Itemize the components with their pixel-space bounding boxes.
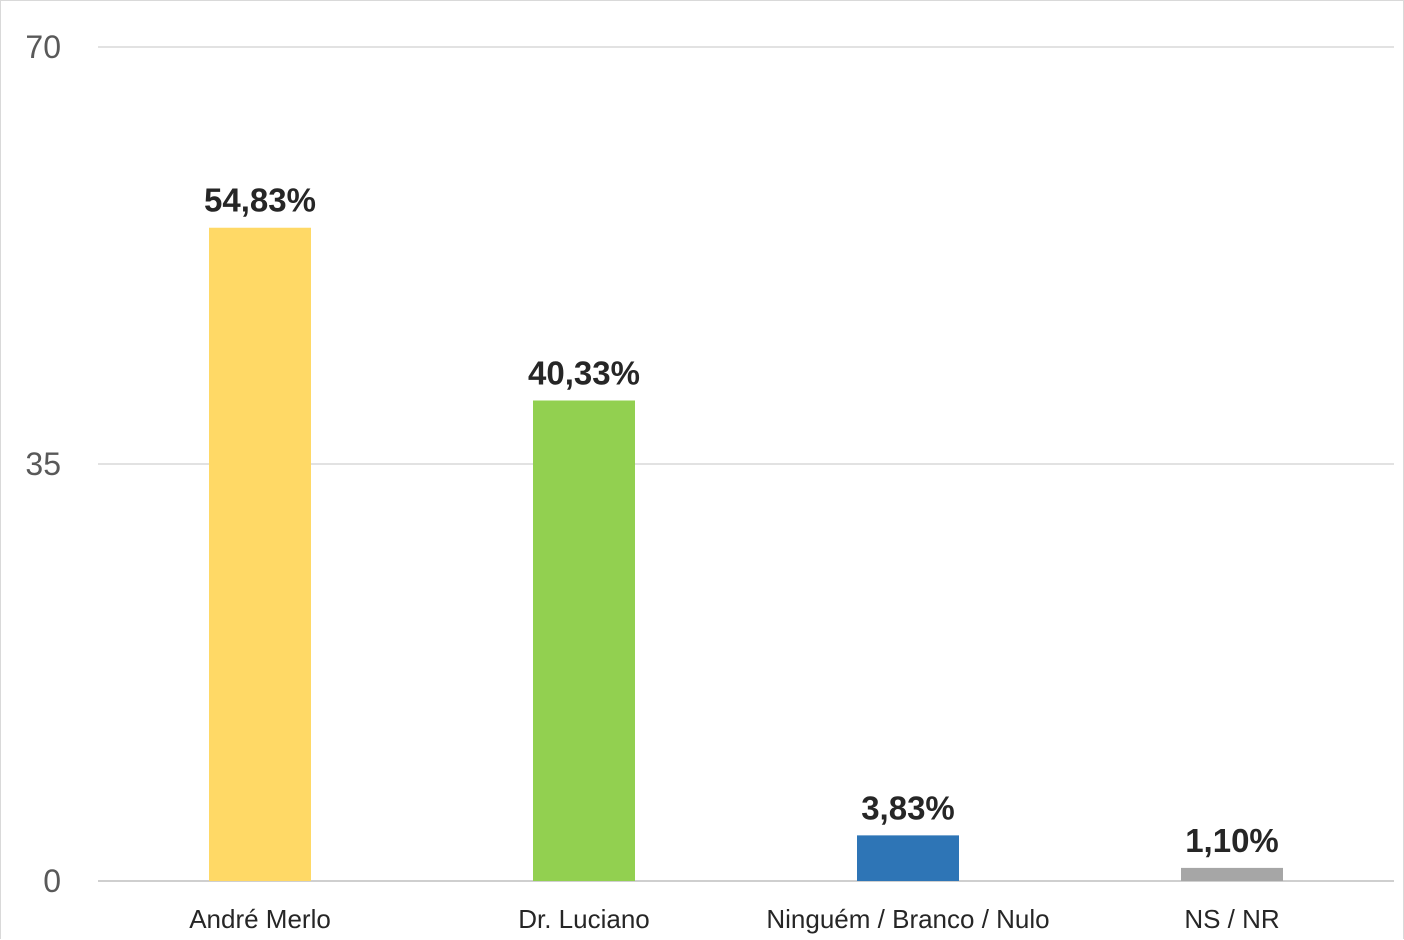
- y-tick-label: 35: [25, 446, 61, 482]
- category-label: André Merlo: [189, 904, 331, 934]
- bar: [857, 835, 959, 881]
- bars: [209, 227, 1283, 881]
- category-label: Ninguém / Branco / Nulo: [766, 904, 1049, 934]
- gridlines: [98, 46, 1394, 882]
- data-label: 3,83%: [861, 789, 955, 826]
- y-tick-label: 70: [25, 29, 61, 65]
- category-label: Dr. Luciano: [518, 904, 650, 934]
- data-labels: 54,83% 40,33% 3,83% 1,10%: [204, 182, 1279, 859]
- data-label: 54,83%: [204, 182, 316, 219]
- data-label: 40,33%: [528, 354, 640, 391]
- data-label: 1,10%: [1185, 822, 1279, 859]
- category-label: NS / NR: [1184, 904, 1279, 934]
- category-labels: André Merlo Dr. Luciano Ninguém / Branco /…: [189, 904, 1279, 934]
- bar: [209, 227, 311, 881]
- y-axis-ticks: 0 35 70: [25, 29, 61, 899]
- bar: [1181, 867, 1283, 881]
- bar: [533, 400, 635, 881]
- y-tick-label: 0: [43, 863, 61, 899]
